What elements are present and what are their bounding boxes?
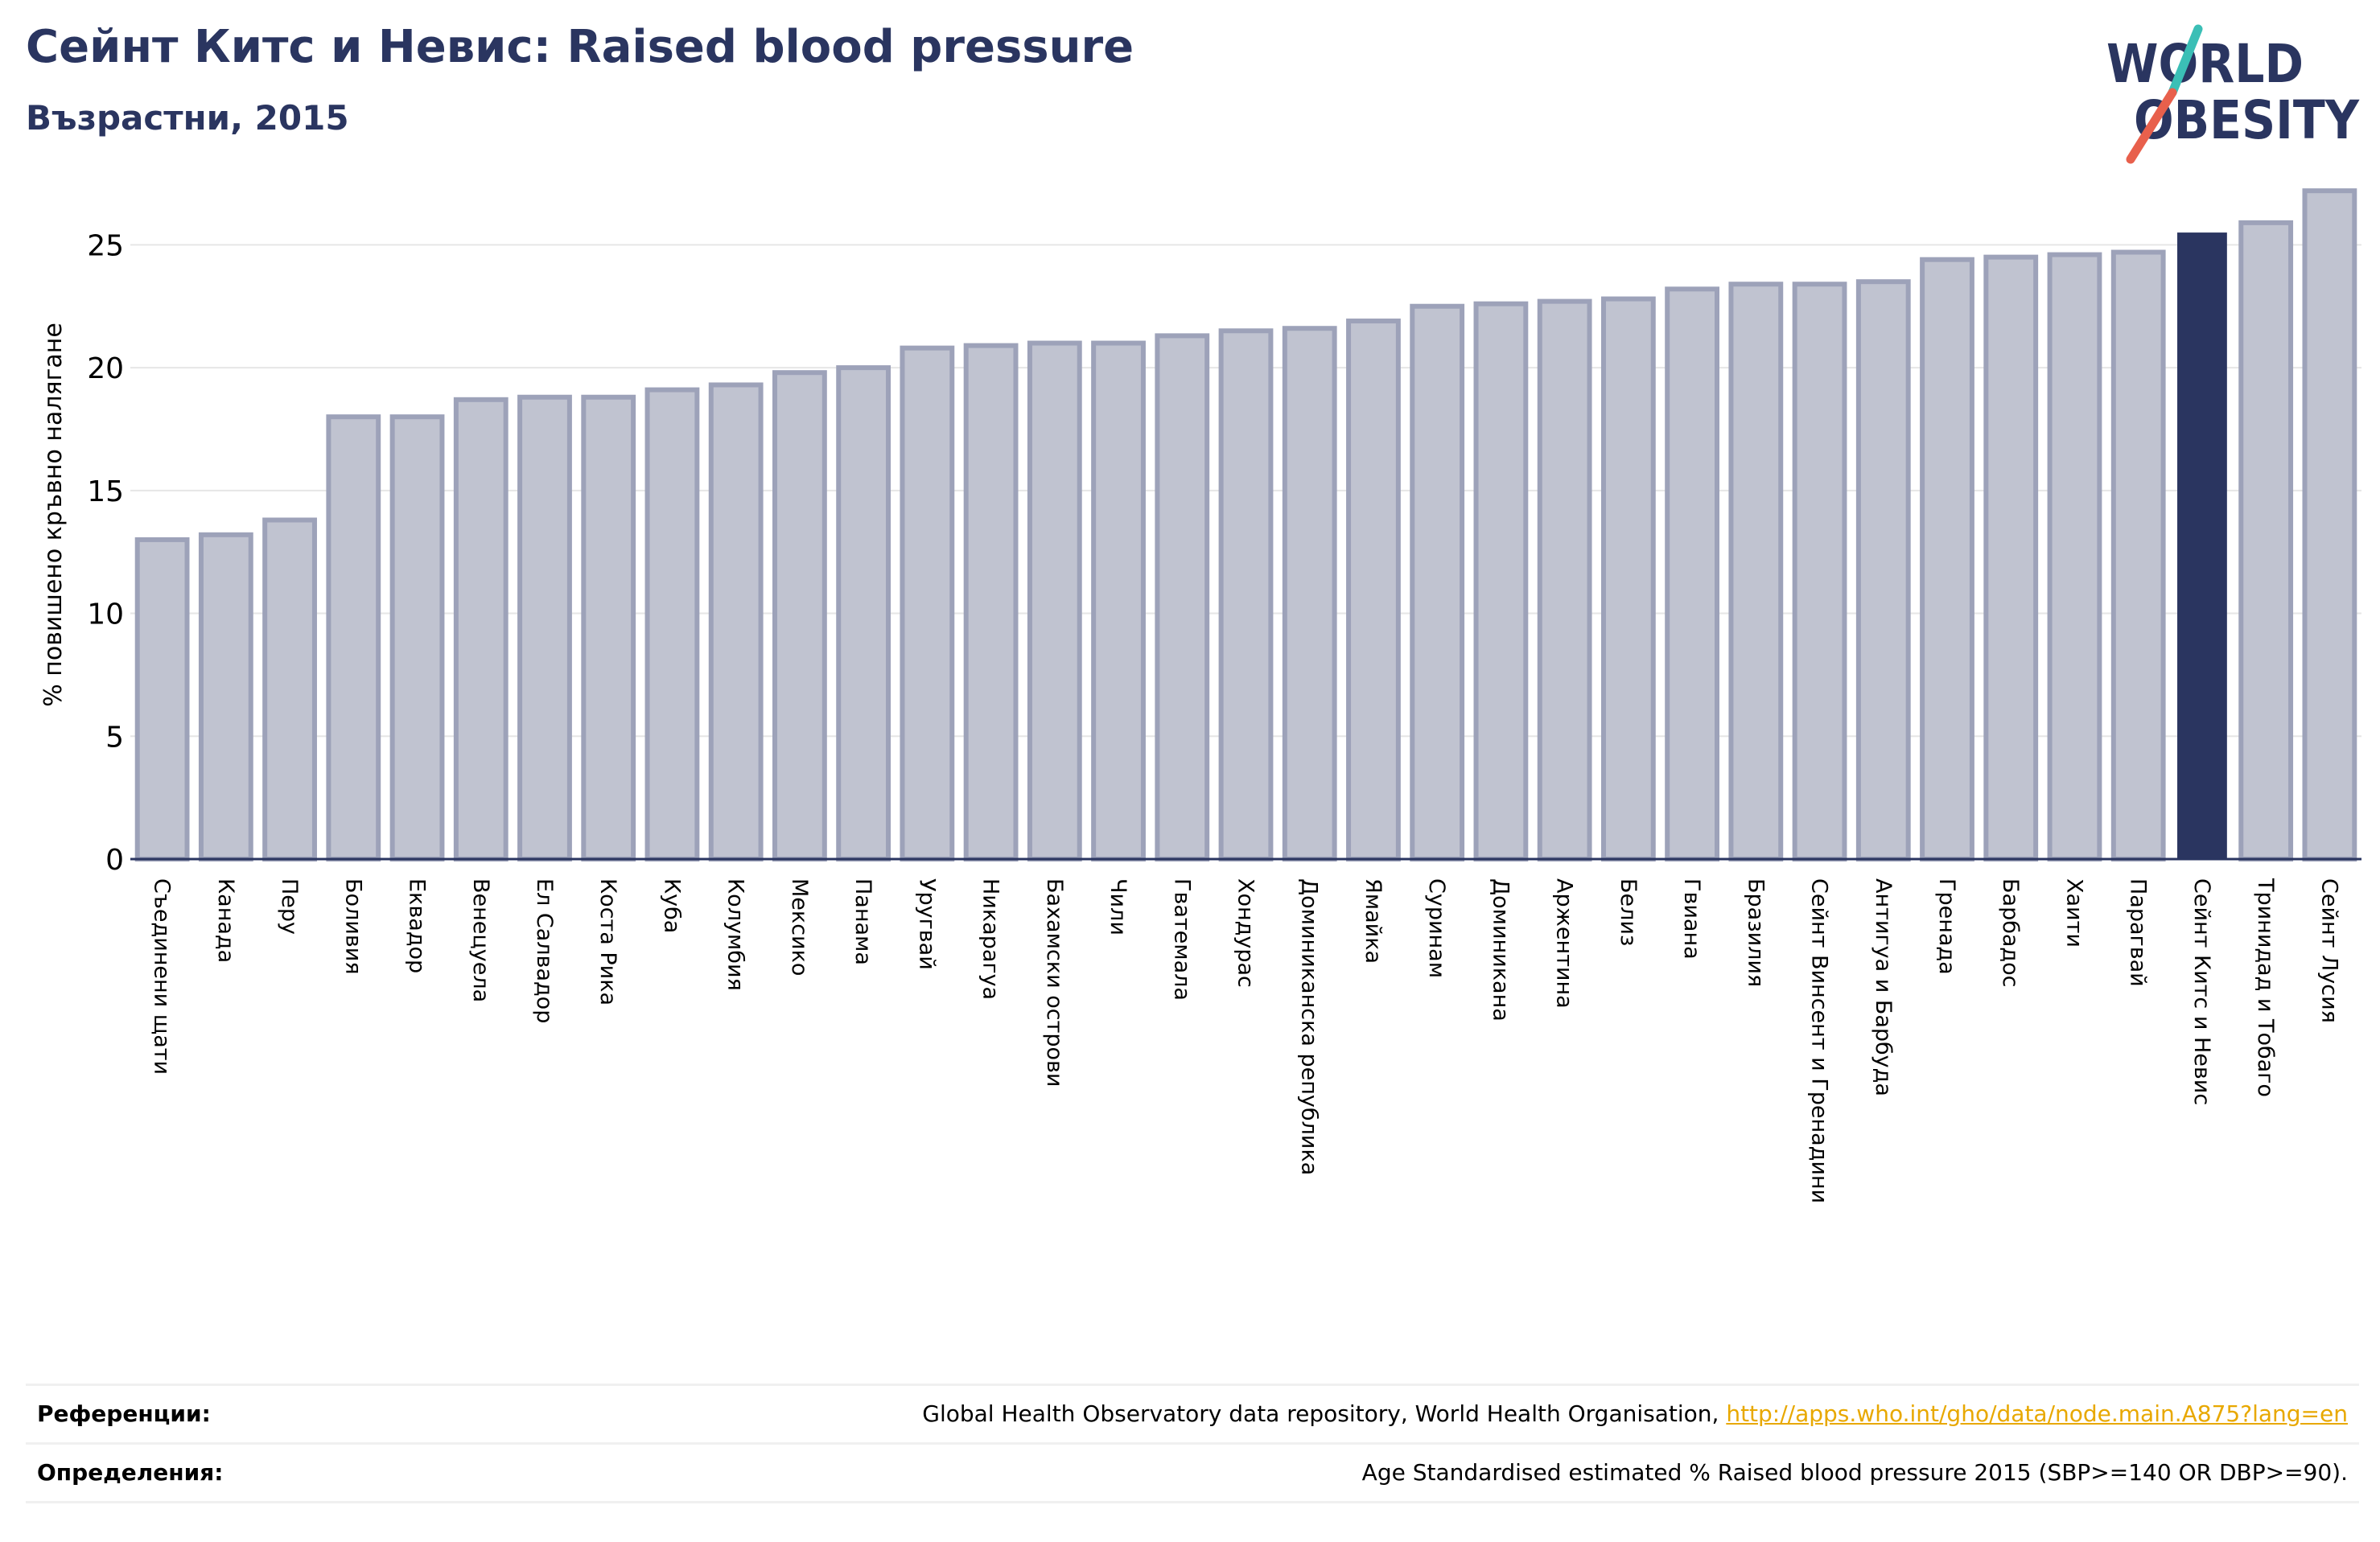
axes: 0 5 10 15 20 25 Съединени щати Канада Перу Боливи… [87, 229, 2361, 1203]
bar [2177, 232, 2227, 859]
x-tick-label: Уругвай [914, 878, 939, 970]
bar [1983, 254, 2039, 861]
x-tick-label: Барбадос [1998, 878, 2023, 987]
bar [1600, 296, 1656, 861]
x-tick-label: Ел Салвадор [532, 878, 557, 1023]
x-tick-label: Сейнт Лусия [2316, 878, 2341, 1023]
logo-slash-teal [2168, 24, 2203, 97]
x-tick-label: Суринам [1424, 878, 1449, 978]
logo-line1: WORLD [2106, 33, 2304, 95]
definitions-label: Определения: [37, 1459, 224, 1486]
bar [2047, 252, 2102, 861]
bar [1728, 282, 1784, 861]
bar [262, 517, 317, 861]
x-tick-label: Колумбия [723, 878, 748, 991]
bars [134, 188, 2357, 862]
footer-references: Референции: Global Health Observatory da… [26, 1384, 2359, 1503]
x-tick-label: Тринидад и Тобаго [2253, 878, 2278, 1097]
y-tick-label: 20 [87, 352, 124, 385]
bar [1410, 303, 1465, 861]
world-obesity-logo: WORLD OBESITY [2106, 24, 2360, 164]
x-tick-label: Перу [277, 878, 302, 935]
x-tick-label: Панама [850, 878, 875, 965]
x-tick-label: Гренада [1934, 878, 1959, 975]
x-tick-label: Парагвай [2126, 878, 2151, 987]
x-tick-label: Никарагуа [978, 878, 1003, 1000]
x-tick-label: Еквадор [405, 878, 430, 973]
references-value: Global Health Observatory data repositor… [922, 1400, 2348, 1427]
bar [900, 345, 955, 861]
x-tick-label: Доминикана [1488, 878, 1513, 1022]
bar [772, 370, 827, 861]
x-tick-label: Мексико [787, 878, 812, 976]
bar [644, 387, 700, 861]
bar [963, 343, 1019, 862]
x-tick-label: Съединени щати [150, 878, 175, 1075]
x-tick-label: Куба [659, 878, 684, 933]
bar [836, 365, 891, 862]
references-text: Global Health Observatory data repositor… [922, 1400, 1719, 1427]
bar [1855, 279, 1911, 861]
chart-subtitle: Възрастни, 2015 [26, 98, 349, 138]
bar [2238, 220, 2294, 861]
x-tick-label: Аржентина [1552, 878, 1577, 1009]
x-tick-label: Ямайка [1361, 878, 1386, 964]
bar [1473, 301, 1529, 861]
bar [198, 532, 253, 861]
x-tick-label: Доминиканска република [1297, 878, 1322, 1175]
x-tick-label: Чили [1106, 878, 1130, 935]
bar [2302, 188, 2357, 861]
bar [1282, 326, 1337, 861]
bar [2110, 249, 2166, 861]
x-tick-label: Боливия [340, 878, 365, 975]
references-row: Референции: Global Health Observatory da… [26, 1384, 2359, 1442]
bar [1792, 282, 1847, 861]
logo-slash-red [2126, 88, 2177, 164]
x-tick-label: Бразилия [1743, 878, 1768, 987]
bar [326, 414, 381, 861]
x-tick-label: Хондурас [1233, 878, 1258, 988]
bar [1346, 319, 1401, 861]
x-tick-label: Гватемала [1169, 878, 1194, 1001]
bar [1218, 328, 1274, 862]
x-tick-label: Хаити [2061, 878, 2086, 948]
bar [389, 414, 445, 861]
bar [1027, 340, 1082, 861]
bar [1920, 257, 1974, 861]
bar-chart: 0 5 10 15 20 25 Съединени щати Канада Перу Боливи… [39, 188, 2361, 1203]
y-axis-label: % повишено кръвно налягане [39, 323, 68, 707]
x-tick-label: Канада [213, 878, 238, 963]
y-tick-label: 10 [87, 598, 124, 631]
bar [517, 394, 572, 861]
y-tick-label: 5 [105, 721, 124, 754]
references-label: Референции: [37, 1400, 211, 1427]
bar [1155, 333, 1210, 861]
x-tick-label: Сейнт Винсент и Гренадини [1807, 878, 1832, 1203]
bar [581, 394, 636, 861]
bar [1665, 286, 1719, 861]
x-tick-label: Белиз [1616, 878, 1641, 946]
bar [1091, 340, 1146, 861]
bar [708, 382, 764, 861]
x-tick-label: Гвиана [1679, 878, 1704, 960]
definitions-row: Определения: Age Standardised estimated … [26, 1442, 2359, 1503]
y-tick-label: 25 [87, 229, 124, 262]
x-tick-label: Венецуела [468, 878, 493, 1002]
bar [134, 537, 190, 862]
bar [1537, 298, 1592, 862]
chart-title: Сейнт Китс и Невис: Raised blood pressur… [26, 21, 1134, 73]
y-tick-label: 15 [87, 475, 124, 508]
x-tick-label: Сейнт Китс и Невис [2189, 878, 2214, 1105]
y-tick-label: 0 [105, 844, 124, 877]
x-tick-label: Антигуа и Барбуда [1871, 878, 1896, 1096]
x-tick-label: Коста Рика [595, 878, 620, 1005]
definitions-text: Age Standardised estimated % Raised bloo… [1361, 1459, 2348, 1486]
bar [453, 397, 509, 861]
references-link[interactable]: http://apps.who.int/gho/data/node.main.A… [1726, 1400, 2348, 1427]
x-tick-label: Бахамски острови [1042, 878, 1067, 1087]
